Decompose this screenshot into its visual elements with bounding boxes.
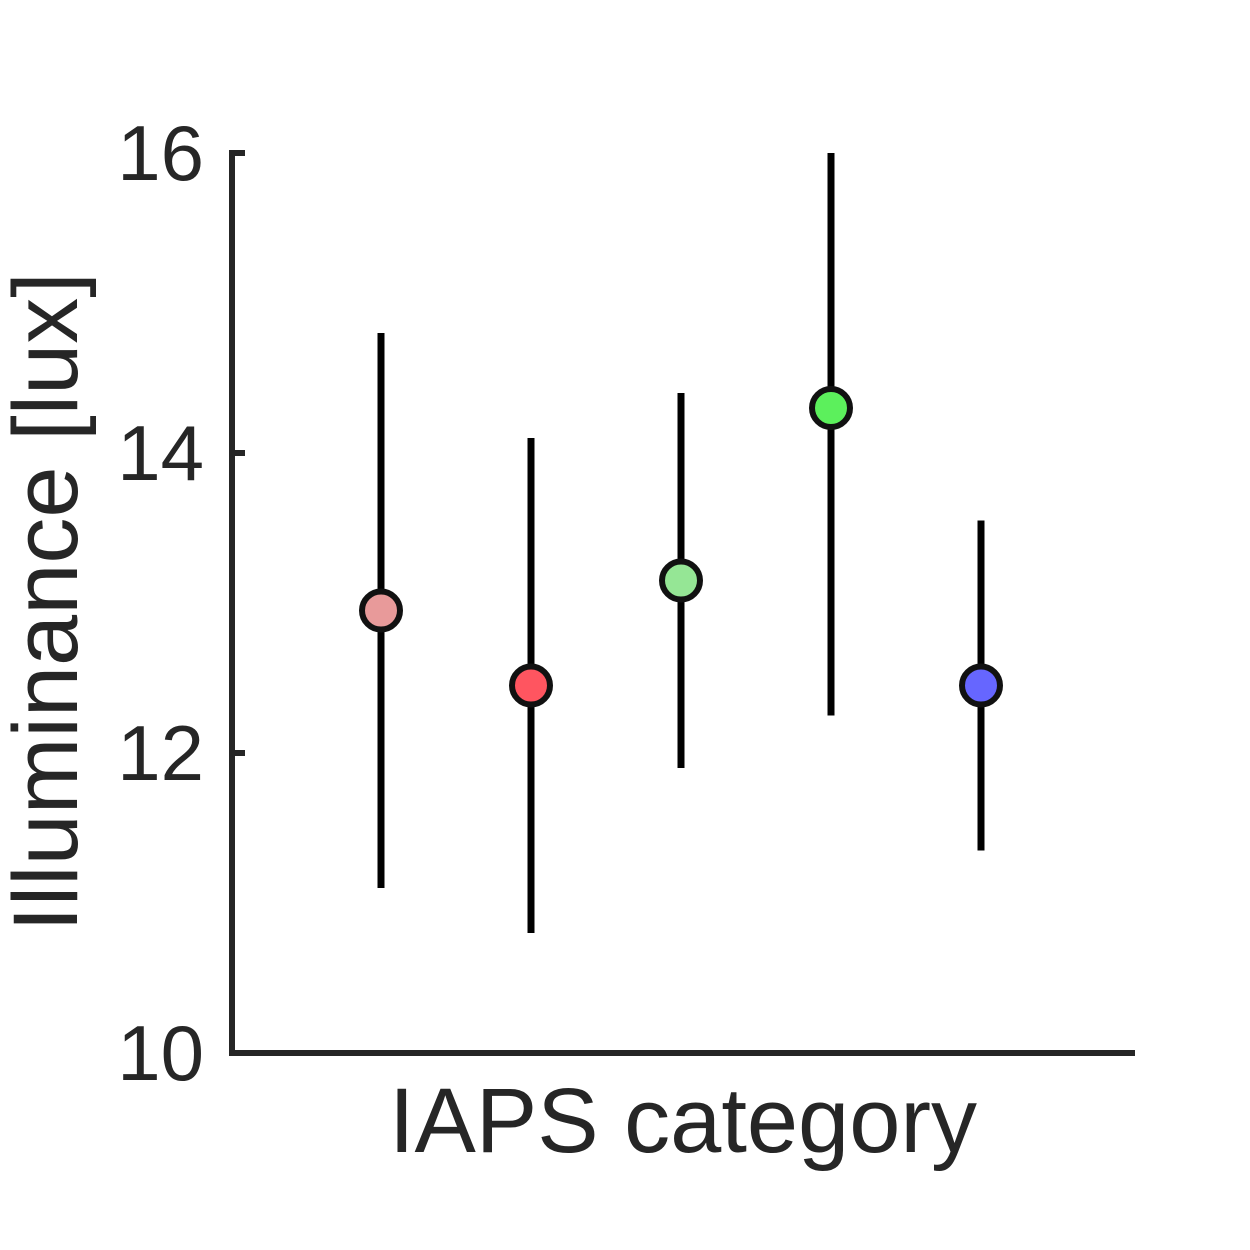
y-ticks: 10 12 14 16 (117, 109, 245, 1097)
data-series (359, 153, 1003, 933)
data-point-5 (959, 663, 1003, 708)
y-tick-label: 12 (117, 709, 204, 797)
y-tick-label: 16 (117, 109, 204, 197)
data-point-4 (809, 386, 853, 430)
axes (229, 150, 1135, 1056)
data-point-2 (509, 663, 553, 708)
y-axis-title: Illuminance [lux] (0, 272, 97, 932)
data-point-3 (659, 558, 703, 603)
y-tick-label: 10 (117, 1009, 204, 1097)
x-axis-title: IAPS category (389, 1070, 977, 1172)
y-tick-label: 14 (117, 409, 204, 497)
data-point-1 (359, 588, 403, 633)
